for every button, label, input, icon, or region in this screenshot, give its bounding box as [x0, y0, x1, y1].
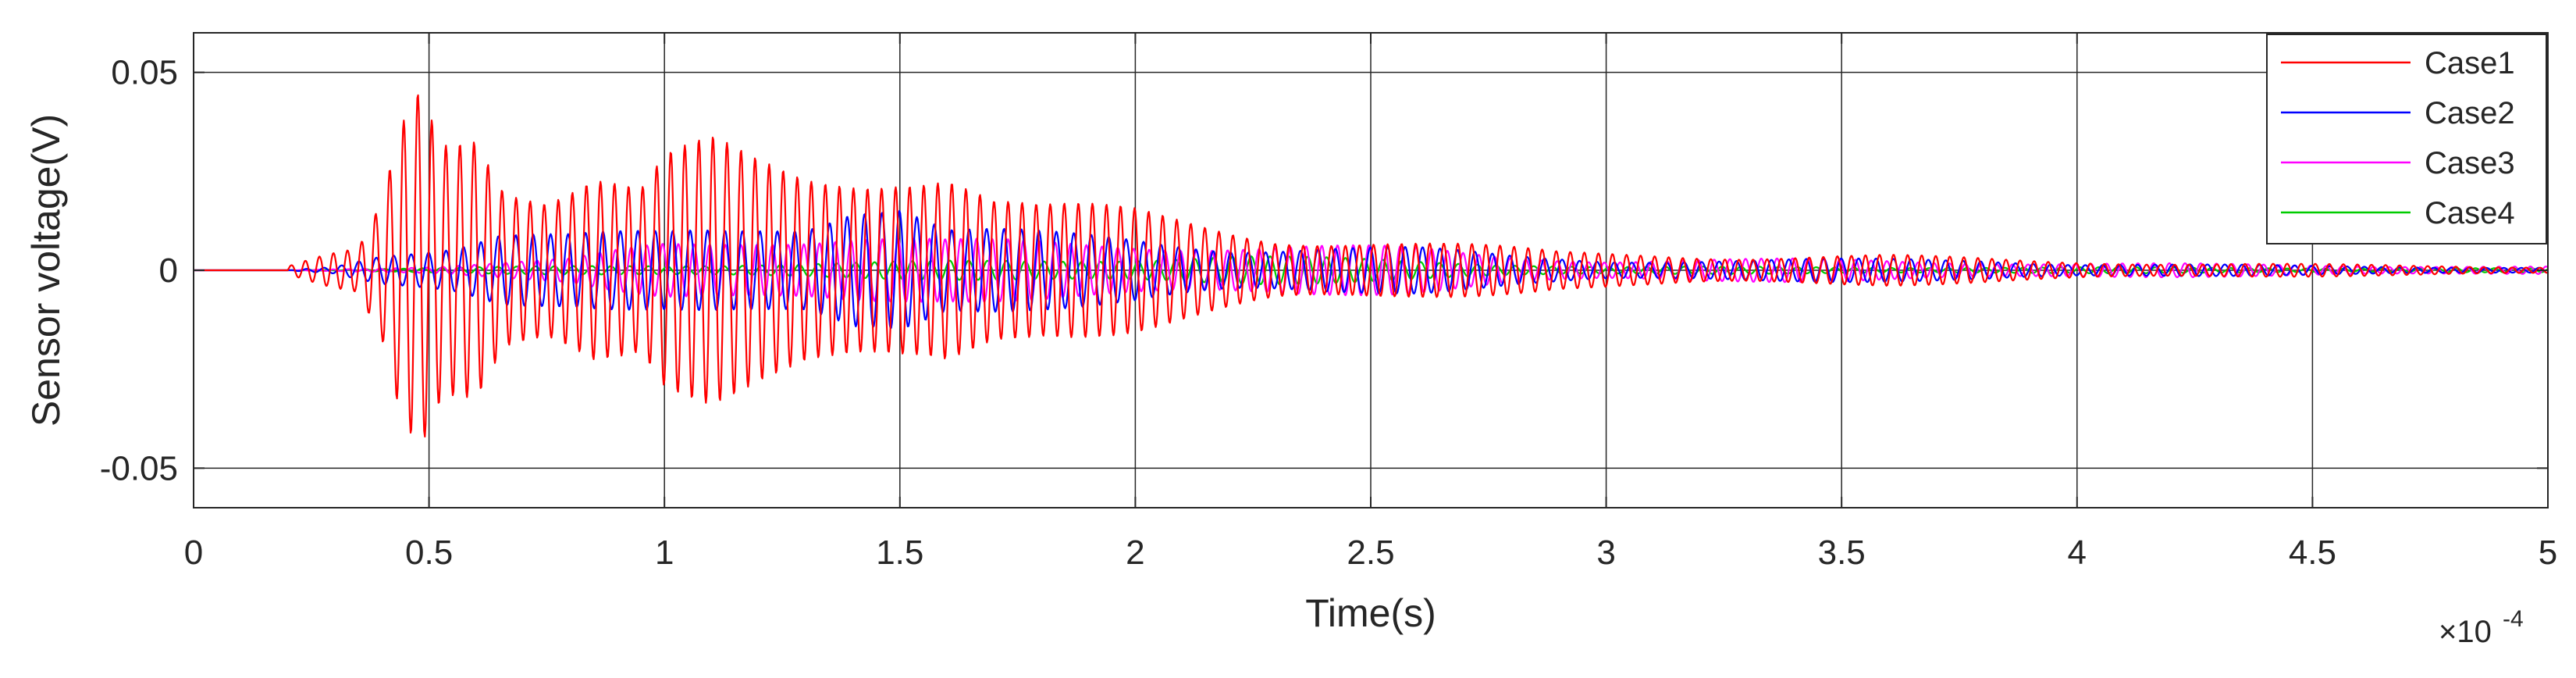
x-tick-label: 3.5 [1818, 533, 1866, 572]
series-line-case1 [194, 94, 2548, 438]
series-line-case2 [194, 209, 2548, 330]
x-axis: 0 0.5 1 1.5 2 2.5 3 3.5 4 4.5 5 [184, 33, 2557, 572]
x-tick-label: 0.5 [405, 533, 453, 572]
x-exponent-text: -4 [2503, 606, 2524, 632]
x-tick-label: 4 [2068, 533, 2087, 572]
x-multiplier-text: ×10 [2439, 615, 2492, 649]
legend-label-case4: Case4 [2425, 196, 2515, 230]
series-layer [194, 94, 2548, 438]
legend-box [2266, 34, 2547, 244]
x-tick-label: 4.5 [2289, 533, 2336, 572]
y-axis-label: Sensor voltage(V) [24, 114, 68, 426]
legend-label-case2: Case2 [2425, 96, 2515, 130]
x-axis-label: Time(s) [1305, 591, 1436, 635]
legend: Case1 Case2 Case3 Case4 [2266, 34, 2547, 244]
y-tick-label: 0 [159, 252, 178, 290]
y-axis: -0.05 0 0.05 [100, 54, 2548, 487]
x-tick-label: 3 [1596, 533, 1615, 572]
x-tick-label: 2 [1126, 533, 1144, 572]
y-tick-label: 0.05 [111, 54, 178, 92]
x-tick-label: 1.5 [876, 533, 923, 572]
y-tick-label: -0.05 [100, 449, 178, 487]
legend-label-case3: Case3 [2425, 146, 2515, 180]
x-tick-label: 0 [184, 533, 203, 572]
legend-label-case1: Case1 [2425, 46, 2515, 80]
x-tick-label: 2.5 [1347, 533, 1394, 572]
x-tick-label: 1 [655, 533, 674, 572]
x-tick-label: 5 [2539, 533, 2557, 572]
x-exponent: ×10 -4 [2439, 606, 2524, 649]
